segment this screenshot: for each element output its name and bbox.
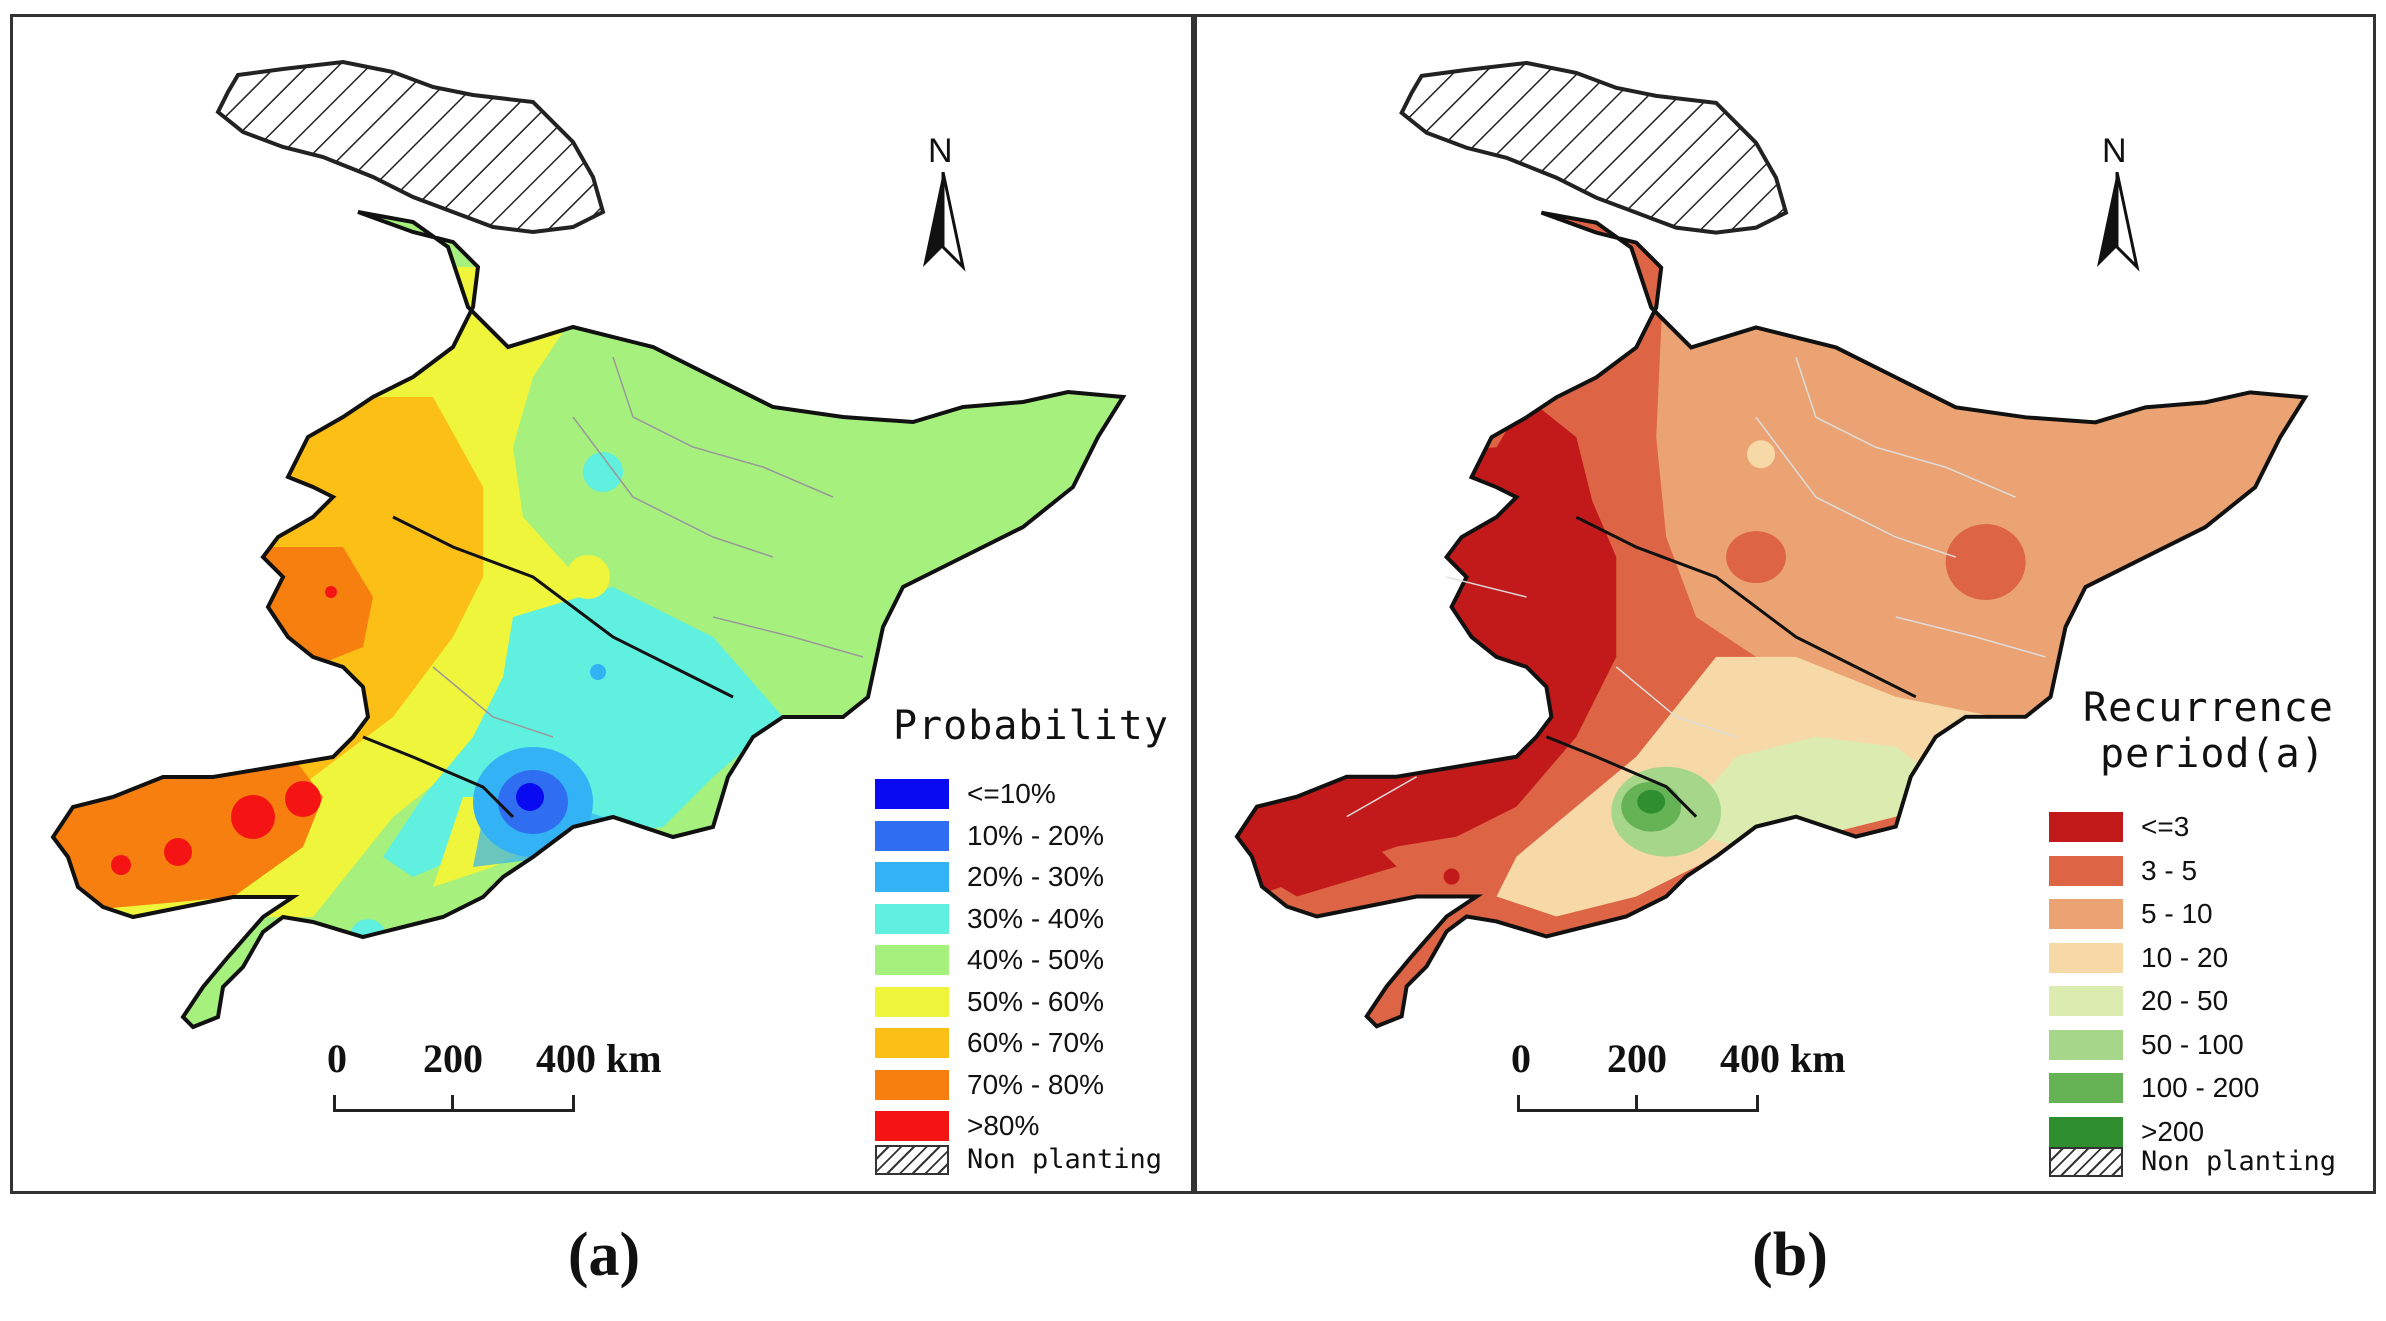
legend-label: >200 bbox=[2141, 1115, 2205, 1147]
legend-swatch bbox=[2049, 1116, 2123, 1147]
legend-label: Non planting bbox=[967, 1144, 1163, 1175]
hatch-swatch bbox=[2049, 1147, 2123, 1177]
legend-swatch bbox=[2049, 855, 2123, 886]
legend-swatch bbox=[2049, 942, 2123, 973]
north-arrow-icon bbox=[923, 172, 966, 272]
province-border bbox=[1575, 515, 1917, 699]
region-outline bbox=[50, 210, 1127, 1030]
legend-swatch bbox=[875, 986, 949, 1017]
legend-swatch bbox=[2049, 1073, 2123, 1103]
legend-label: 10% - 20% bbox=[967, 819, 1104, 851]
legend-swatch bbox=[875, 820, 949, 851]
legend-swatch bbox=[2049, 899, 2123, 929]
hatch-swatch bbox=[875, 1145, 949, 1175]
legend-swatch bbox=[2049, 986, 2123, 1016]
legend-label: 30% - 40% bbox=[967, 902, 1104, 934]
county-borders bbox=[1346, 357, 2046, 818]
scale-line bbox=[1517, 1095, 1759, 1112]
scale-label-400: 400 km bbox=[1720, 1036, 1846, 1081]
caption-b: (b) bbox=[1752, 1221, 1828, 1289]
legend-label: 3 - 5 bbox=[2141, 854, 2198, 886]
legend-label: 20% - 30% bbox=[967, 861, 1104, 892]
legend-label: 5 - 10 bbox=[2141, 898, 2213, 929]
legend-label: 70% - 80% bbox=[967, 1068, 1104, 1100]
legend-label: 100 - 200 bbox=[2141, 1072, 2260, 1103]
legend-label: 60% - 70% bbox=[967, 1027, 1104, 1058]
legend-label: >80% bbox=[967, 1110, 1040, 1141]
scale-label-200: 200 bbox=[1607, 1036, 1667, 1081]
scale-label-0: 0 bbox=[327, 1036, 347, 1081]
legend-swatch bbox=[875, 779, 949, 809]
scale-label-200: 200 bbox=[423, 1036, 483, 1081]
legend-swatch bbox=[875, 1069, 949, 1100]
scale-line bbox=[333, 1095, 575, 1112]
scale-mid-tick bbox=[1635, 1095, 1638, 1109]
county-borders bbox=[432, 356, 864, 738]
legend-swatch bbox=[2049, 1029, 2123, 1060]
recurrence-map bbox=[1234, 60, 2309, 1029]
legend-label: 10 - 20 bbox=[2141, 941, 2229, 973]
legend-swatch bbox=[2049, 812, 2123, 842]
legend-label: 50 - 100 bbox=[2141, 1028, 2244, 1060]
region-outline bbox=[1234, 210, 2309, 1029]
province-border bbox=[392, 515, 734, 699]
legend-label: 50% - 60% bbox=[967, 985, 1104, 1017]
scale-label-0: 0 bbox=[1511, 1036, 1531, 1081]
caption-a: (a) bbox=[567, 1221, 641, 1289]
non-planting-area bbox=[215, 59, 606, 235]
legend-label: 40% - 50% bbox=[967, 944, 1104, 975]
scale-label-400: 400 km bbox=[536, 1036, 662, 1081]
legend-swatch bbox=[875, 1028, 949, 1058]
legend-title: Probability bbox=[893, 703, 1169, 749]
legend-swatch bbox=[875, 862, 949, 892]
province-border bbox=[362, 735, 515, 819]
legend-label: 20 - 50 bbox=[2141, 985, 2229, 1016]
legend-label: <=3 bbox=[2141, 811, 2190, 842]
legend-swatch bbox=[875, 1111, 949, 1141]
legend-title-line2: period(a) bbox=[2100, 731, 2326, 777]
legend-label: <=10% bbox=[967, 778, 1056, 809]
north-arrow-icon bbox=[2097, 172, 2140, 272]
legend-swatch bbox=[875, 945, 949, 975]
legend-label: Non planting bbox=[2141, 1146, 2337, 1177]
scale-mid-tick bbox=[451, 1095, 454, 1109]
legend-swatch bbox=[875, 903, 949, 934]
province-border bbox=[1545, 735, 1698, 818]
panel-a-map: N Probability <=10% 10% - 20% 20% - 30% 30%… bbox=[10, 14, 1194, 1194]
non-planting-area bbox=[1399, 60, 1789, 235]
legend-title-line1: Recurrence bbox=[2083, 685, 2334, 731]
